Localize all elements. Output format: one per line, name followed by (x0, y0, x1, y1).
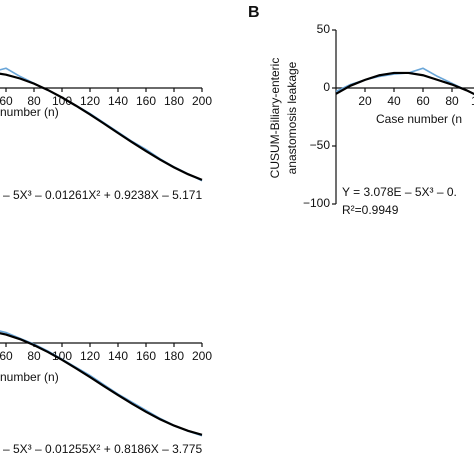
x-tick-label: 200 (192, 349, 212, 363)
x-axis-label: number (n) (0, 105, 59, 119)
x-tick-label: 100 (52, 349, 72, 363)
x-tick-label: 160 (136, 349, 156, 363)
x-tick-label: 80 (27, 94, 41, 108)
r-squared: R²=0.9949 (342, 203, 399, 217)
x-axis-label: number (n) (0, 370, 59, 384)
x-tick-label: 100 (471, 94, 474, 108)
y-tick-label: 50 (317, 22, 331, 36)
x-tick-label: 140 (108, 349, 128, 363)
equation: Y = 3.078E – 5X³ – 0. (342, 185, 457, 199)
equation: – 5X³ – 0.01261X² + 0.9238X – 5.171 (3, 188, 202, 202)
y-tick-label: −100 (303, 196, 330, 210)
x-tick-label: 20 (358, 94, 372, 108)
fit-line (0, 72, 203, 181)
y-tick-label: 0 (323, 80, 330, 94)
x-tick-label: 160 (136, 94, 156, 108)
panel-label: B (248, 4, 260, 21)
x-tick-label: 60 (0, 94, 13, 108)
equation: – 5X³ – 0.01255X² + 0.8186X – 3.775 (3, 442, 202, 456)
x-tick-label: 120 (80, 349, 100, 363)
x-tick-label: 60 (416, 94, 430, 108)
y-axis-label: anastomosis leakage (285, 61, 299, 174)
x-tick-label: 140 (108, 94, 128, 108)
x-tick-label: 100 (52, 94, 72, 108)
y-tick-label: −50 (310, 138, 331, 152)
x-tick-label: 80 (445, 94, 459, 108)
x-tick-label: 60 (0, 349, 13, 363)
fit-line (0, 332, 203, 436)
x-tick-label: 180 (164, 349, 184, 363)
x-tick-label: 80 (27, 349, 41, 363)
fit-line (335, 71, 474, 96)
y-axis-label: CUSUM-Biliary-enteric (268, 58, 282, 179)
x-tick-label: 180 (164, 94, 184, 108)
x-tick-label: 200 (192, 94, 212, 108)
x-axis-label: Case number (n (376, 112, 462, 126)
x-tick-label: 40 (387, 94, 401, 108)
x-tick-label: 120 (80, 94, 100, 108)
observed-line (0, 67, 203, 182)
